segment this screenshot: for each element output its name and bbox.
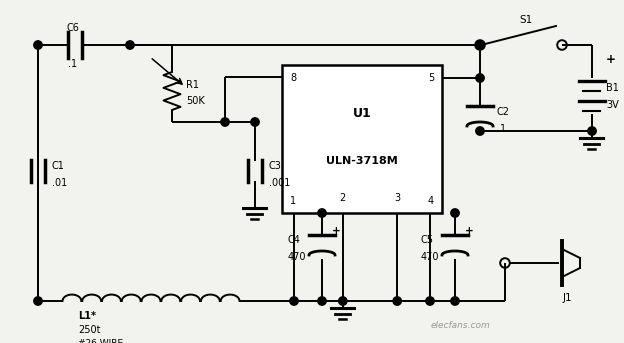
Circle shape <box>339 297 347 305</box>
Circle shape <box>426 297 434 305</box>
Circle shape <box>451 297 459 305</box>
Text: +: + <box>332 226 341 236</box>
Text: .01: .01 <box>52 178 67 188</box>
Text: 470: 470 <box>421 252 439 262</box>
Circle shape <box>318 209 326 217</box>
Text: .001: .001 <box>269 178 290 188</box>
Text: .1: .1 <box>497 124 506 134</box>
Text: 3V: 3V <box>606 100 619 110</box>
Text: L1*: L1* <box>78 311 96 321</box>
Text: +: + <box>606 53 616 66</box>
Text: C5: C5 <box>421 235 434 245</box>
Text: .1: .1 <box>69 59 77 69</box>
Circle shape <box>318 297 326 305</box>
Text: elecfans.com: elecfans.com <box>430 321 490 330</box>
Text: C6: C6 <box>67 23 79 33</box>
Text: 5: 5 <box>427 73 434 83</box>
Text: 3: 3 <box>394 193 400 203</box>
Circle shape <box>251 118 259 126</box>
Circle shape <box>475 74 484 82</box>
Text: C2: C2 <box>497 107 510 117</box>
Circle shape <box>34 297 42 305</box>
Text: 8: 8 <box>290 73 296 83</box>
Text: S1: S1 <box>519 15 533 25</box>
Circle shape <box>475 127 484 135</box>
Text: R1: R1 <box>186 80 199 90</box>
Text: B1: B1 <box>606 83 619 93</box>
Bar <box>282 65 442 213</box>
Text: 4: 4 <box>428 196 434 206</box>
Text: #26 WIRE: #26 WIRE <box>78 339 123 343</box>
Text: J1: J1 <box>562 293 572 303</box>
Circle shape <box>588 127 596 135</box>
Circle shape <box>290 297 298 305</box>
Circle shape <box>475 41 484 49</box>
Circle shape <box>451 209 459 217</box>
Text: U1: U1 <box>353 107 371 120</box>
Text: 50K: 50K <box>186 96 205 106</box>
Text: 2: 2 <box>339 193 346 203</box>
Circle shape <box>221 118 229 126</box>
Text: C4: C4 <box>288 235 301 245</box>
Text: 250t: 250t <box>78 325 100 335</box>
Circle shape <box>393 297 401 305</box>
Text: ULN-3718M: ULN-3718M <box>326 156 398 166</box>
Text: 1: 1 <box>290 196 296 206</box>
Text: C3: C3 <box>269 161 282 171</box>
Text: 470: 470 <box>288 252 306 262</box>
Circle shape <box>34 41 42 49</box>
Circle shape <box>126 41 134 49</box>
Text: +: + <box>465 226 474 236</box>
Text: C1: C1 <box>52 161 65 171</box>
